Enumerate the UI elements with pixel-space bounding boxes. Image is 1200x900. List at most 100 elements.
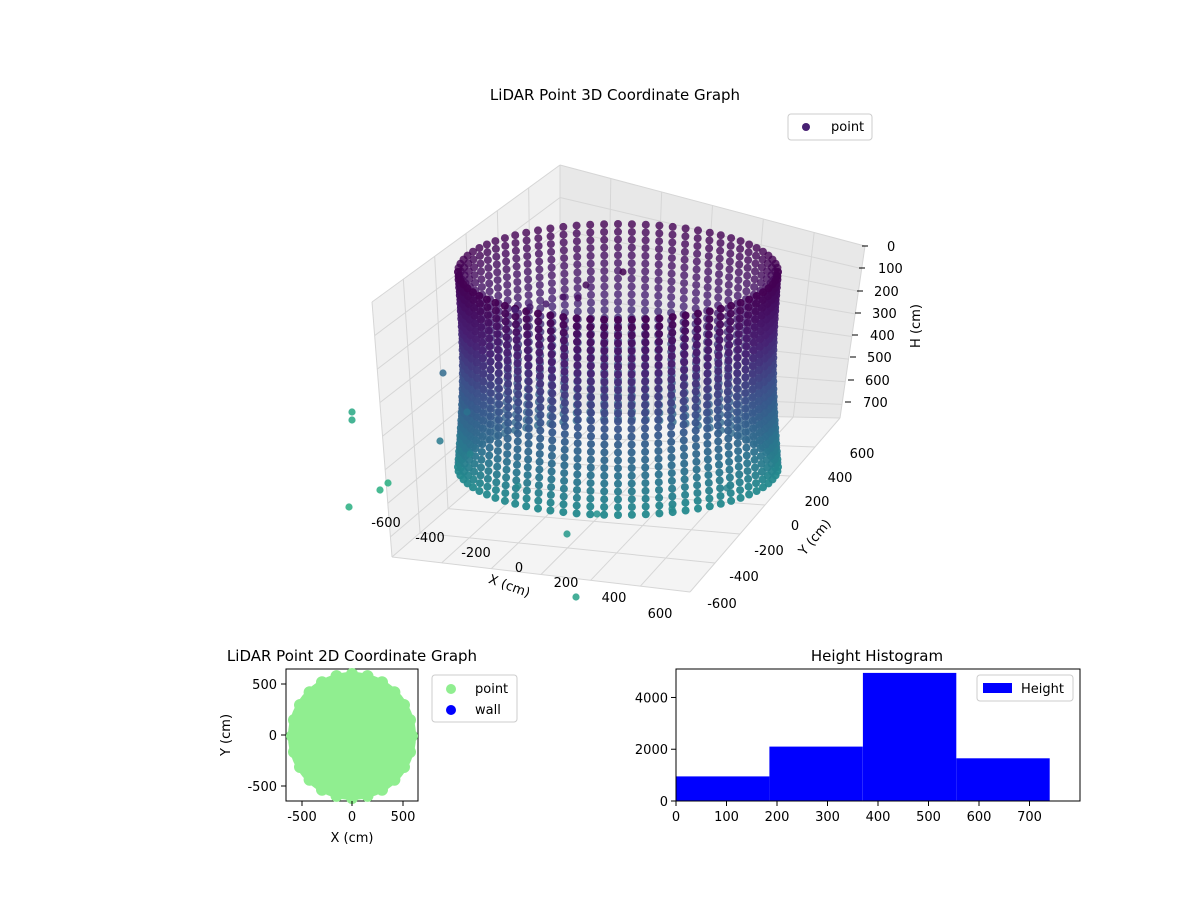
point-3d	[715, 254, 724, 263]
point-3d	[654, 392, 663, 401]
x-tick-label: 500	[391, 810, 416, 825]
point-3d	[749, 424, 758, 433]
point-3d	[743, 271, 752, 280]
point-3d	[614, 290, 622, 299]
point-3d	[479, 377, 488, 386]
point-3d	[692, 288, 700, 297]
point-3d	[479, 393, 488, 402]
point-3d	[463, 408, 471, 416]
point-3d	[523, 330, 532, 339]
point-3d	[486, 365, 495, 374]
point-3d	[713, 390, 722, 399]
point-3d	[692, 450, 701, 458]
y-tick-label: 0	[660, 795, 668, 810]
point-3d	[504, 395, 513, 404]
point-3d	[724, 434, 733, 443]
x-tick-label: -200	[461, 546, 491, 561]
point-3d	[704, 346, 713, 355]
point-3d	[484, 263, 493, 272]
point-3d	[627, 386, 636, 394]
point-3d	[733, 384, 741, 393]
point-3d	[655, 509, 664, 518]
point-3d	[641, 369, 650, 378]
point-3d	[573, 260, 582, 269]
point-3d	[523, 259, 532, 268]
point-3d	[560, 469, 569, 478]
point-3d	[742, 279, 751, 288]
point-3d	[493, 462, 502, 471]
point-3d	[560, 359, 569, 368]
point-3d	[733, 423, 742, 432]
point-3d	[680, 279, 689, 288]
point-3d	[723, 387, 732, 396]
point-3d	[534, 242, 543, 250]
x-tick-label: 100	[714, 810, 739, 825]
point-3d	[668, 230, 677, 239]
point-3d	[572, 322, 581, 331]
point-3d	[559, 336, 568, 345]
x-axis-3d: -600 -400 -200 0 200 400 600 X (cm)	[371, 516, 672, 622]
point-3d	[732, 392, 741, 401]
point-3d	[484, 467, 493, 476]
point-3d	[725, 257, 734, 266]
point-3d	[523, 463, 532, 472]
point-3d	[486, 404, 495, 413]
point-3d	[501, 481, 510, 490]
point-3d	[681, 224, 690, 233]
point-3d	[655, 221, 664, 230]
point-3d	[705, 307, 714, 316]
point-3d	[681, 490, 690, 499]
point-3d	[705, 244, 714, 253]
point-3d	[477, 331, 486, 339]
point-3d	[476, 251, 484, 260]
point-3d	[723, 379, 732, 388]
y-tick-label: 600	[850, 447, 875, 462]
point-3d	[724, 348, 733, 357]
point-3d	[627, 259, 636, 268]
point-3d	[680, 467, 689, 476]
point-3d	[548, 412, 557, 421]
point-3d	[469, 288, 477, 297]
point-3d	[641, 338, 650, 347]
point-3d	[491, 486, 500, 495]
point-3d	[494, 361, 503, 370]
point-3d	[627, 290, 636, 299]
point-3d	[692, 273, 701, 282]
point-3d	[573, 478, 582, 487]
point-3d	[627, 354, 636, 363]
point-3d	[668, 320, 677, 329]
point-3d	[491, 244, 500, 253]
point-3d	[472, 350, 481, 359]
point-3d	[573, 462, 582, 471]
point-3d	[477, 455, 486, 464]
point-3d	[641, 244, 650, 253]
point-3d	[668, 328, 677, 337]
point-3d	[471, 319, 480, 328]
point-3d	[714, 367, 723, 376]
point-3d	[668, 246, 677, 255]
point-3d	[573, 431, 582, 440]
point-3d	[514, 406, 523, 415]
point-3d	[548, 294, 557, 303]
point-3d	[526, 303, 534, 311]
height-histogram: Height Histogram 0 100 200 300 400 500 600 700 …	[635, 647, 1081, 825]
point-3d	[692, 473, 701, 482]
point-3d	[495, 384, 503, 393]
point-3d	[691, 403, 700, 412]
point-3d	[691, 418, 700, 427]
point-3d	[600, 235, 609, 244]
point-3d	[534, 249, 543, 258]
point-3d	[547, 350, 556, 359]
point-3d	[559, 328, 568, 337]
x-tick-label: 700	[1017, 810, 1042, 825]
point-3d	[493, 337, 502, 346]
point-3d	[472, 335, 480, 344]
point-3d	[757, 311, 766, 320]
point-3d	[667, 445, 676, 454]
point-3d	[667, 453, 676, 462]
point-3d	[600, 251, 609, 260]
point-3d	[548, 436, 557, 445]
point-3d	[667, 469, 676, 478]
point-3d	[627, 315, 636, 324]
y-tick-label: -400	[729, 570, 759, 585]
